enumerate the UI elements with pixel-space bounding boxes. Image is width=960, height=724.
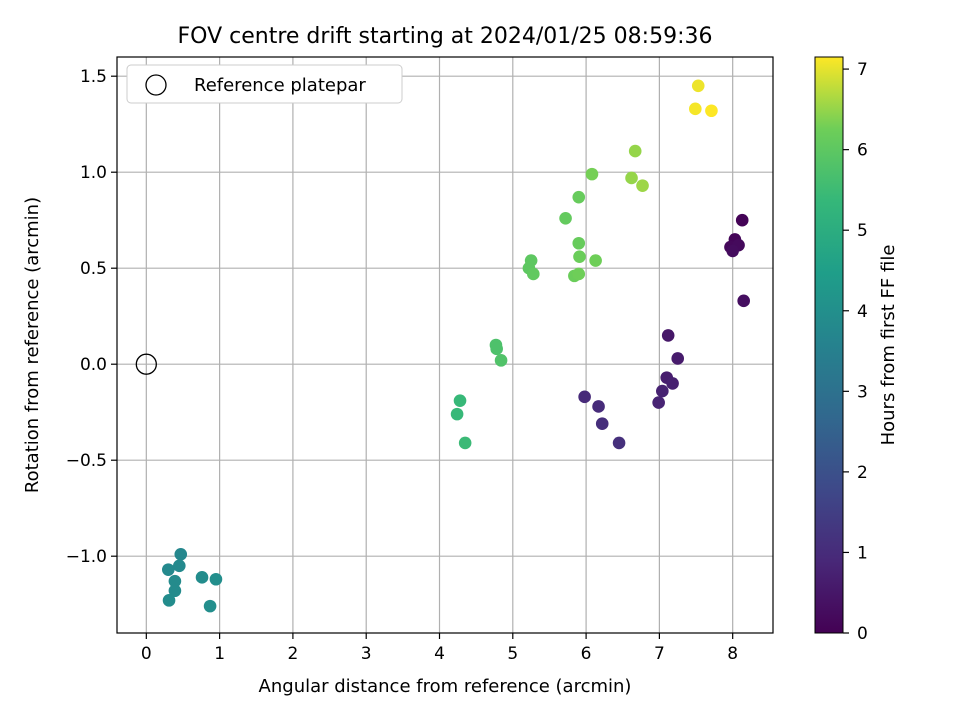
data-point bbox=[585, 167, 599, 181]
x-tick-label: 4 bbox=[434, 644, 445, 664]
colorbar-tick-label: 0 bbox=[857, 624, 868, 644]
chart-title: FOV centre drift starting at 2024/01/25 … bbox=[178, 24, 713, 49]
x-tick-label: 5 bbox=[507, 644, 518, 664]
y-tick-label: 0.0 bbox=[80, 355, 107, 375]
colorbar-tick-label: 2 bbox=[857, 463, 868, 483]
data-point bbox=[636, 179, 649, 192]
data-point bbox=[666, 377, 679, 390]
x-tick-label: 2 bbox=[287, 644, 298, 664]
data-point bbox=[209, 572, 223, 586]
data-point bbox=[174, 547, 188, 561]
y-tick-label: 1.5 bbox=[80, 67, 107, 87]
y-axis: −1.0 −0.5 0.0 0.5 1.0 1.5 bbox=[66, 67, 117, 567]
colorbar-tick-label: 4 bbox=[857, 302, 868, 322]
colorbar-tick-label: 5 bbox=[857, 221, 868, 241]
data-point bbox=[450, 407, 464, 421]
data-point bbox=[726, 244, 739, 258]
data-point bbox=[458, 436, 472, 450]
colorbar-label: Hours from first FF file bbox=[878, 245, 899, 446]
x-tick-label: 7 bbox=[654, 644, 665, 664]
x-tick-label: 1 bbox=[214, 644, 225, 664]
colorbar: 0 1 2 3 4 5 6 7 Hours from first FF file bbox=[814, 56, 899, 644]
y-tick-label: 0.5 bbox=[80, 259, 107, 279]
data-point bbox=[453, 394, 467, 407]
data-point bbox=[735, 213, 749, 227]
data-point bbox=[592, 400, 605, 413]
data-point bbox=[705, 104, 718, 118]
data-point bbox=[661, 329, 675, 342]
data-point bbox=[689, 102, 702, 116]
colorbar-gradient bbox=[814, 56, 844, 634]
data-point bbox=[625, 171, 638, 185]
data-point bbox=[168, 574, 182, 588]
colorbar-tick-label: 6 bbox=[857, 141, 868, 161]
colorbar-tick-label: 1 bbox=[857, 543, 868, 563]
data-point bbox=[494, 354, 508, 367]
colorbar-tick-label: 3 bbox=[857, 382, 868, 402]
data-point bbox=[652, 396, 665, 409]
y-tick-label: −0.5 bbox=[66, 451, 107, 471]
data-point bbox=[737, 294, 750, 308]
colorbar-tick-label: 7 bbox=[857, 60, 868, 80]
legend-marker bbox=[145, 74, 167, 96]
legend-box bbox=[126, 64, 403, 104]
data-point bbox=[656, 384, 669, 398]
data-point bbox=[589, 254, 602, 267]
data-point bbox=[595, 417, 609, 431]
y-tick-label: 1.0 bbox=[80, 163, 107, 183]
plot-frame bbox=[116, 56, 774, 634]
data-point bbox=[527, 267, 540, 281]
data-point bbox=[578, 390, 591, 404]
colorbar-ticks: 0 1 2 3 4 5 6 7 bbox=[843, 60, 868, 644]
x-tick-label: 0 bbox=[141, 644, 152, 664]
x-tick-label: 6 bbox=[581, 644, 592, 664]
data-points bbox=[162, 79, 750, 613]
y-tick-label: −1.0 bbox=[66, 547, 107, 567]
data-point bbox=[195, 571, 209, 584]
data-point bbox=[612, 436, 626, 450]
data-point bbox=[559, 211, 572, 225]
y-axis-label: Rotation from reference (arcmin) bbox=[22, 197, 43, 493]
data-point bbox=[490, 342, 503, 356]
data-point bbox=[203, 599, 217, 613]
data-point bbox=[162, 594, 176, 607]
x-tick-label: 8 bbox=[727, 644, 738, 664]
grid bbox=[117, 57, 773, 633]
x-axis: 0 1 2 3 4 5 6 7 8 bbox=[141, 633, 738, 664]
legend-label: Reference platepar bbox=[194, 75, 366, 96]
reference-platepar-marker bbox=[135, 353, 157, 375]
data-point bbox=[628, 144, 642, 158]
data-point bbox=[572, 190, 586, 204]
data-point bbox=[671, 352, 685, 365]
data-point bbox=[572, 236, 586, 250]
x-tick-label: 3 bbox=[361, 644, 372, 664]
data-point bbox=[173, 559, 186, 573]
data-point bbox=[162, 563, 175, 576]
data-point bbox=[691, 79, 705, 93]
reference-marker bbox=[135, 353, 157, 375]
legend: Reference platepar bbox=[126, 64, 403, 104]
x-axis-label: Angular distance from reference (arcmin) bbox=[259, 676, 632, 697]
data-point bbox=[572, 267, 586, 281]
data-point bbox=[573, 250, 586, 263]
data-point bbox=[168, 584, 182, 598]
